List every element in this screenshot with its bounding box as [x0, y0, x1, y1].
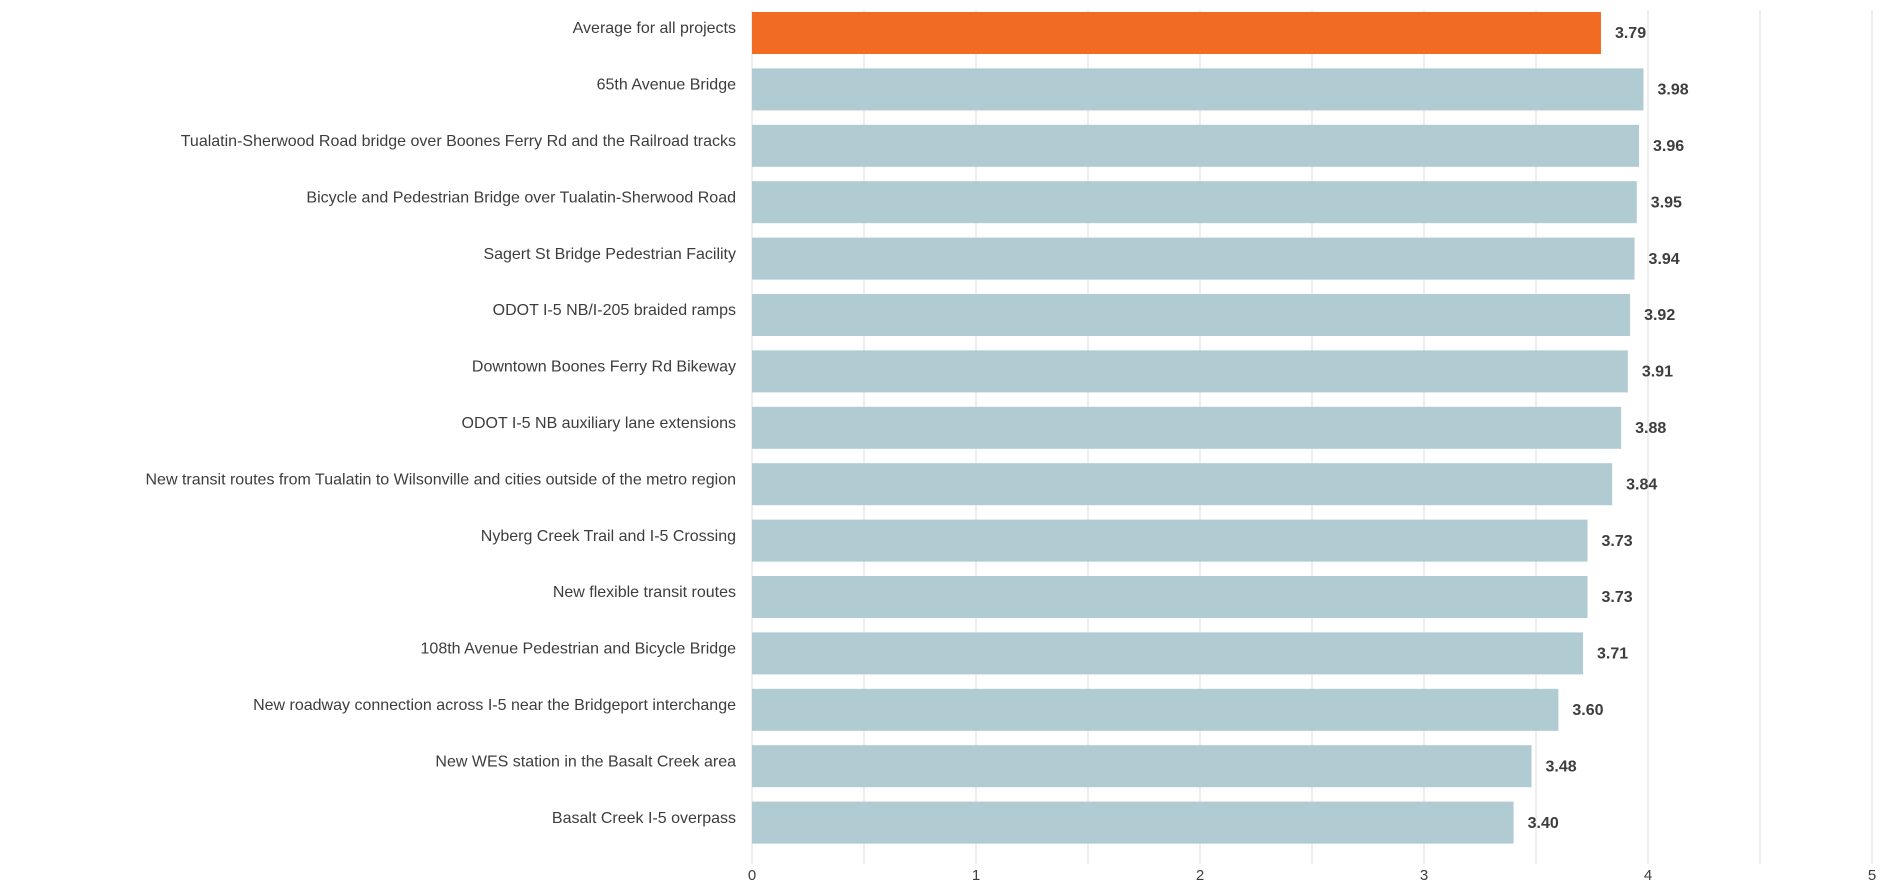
category-label: Bicycle and Pedestrian Bridge over Tuala… — [306, 189, 736, 206]
value-label: 3.73 — [1602, 533, 1633, 550]
category-label: ODOT I-5 NB auxiliary lane extensions — [462, 415, 736, 432]
value-label: 3.92 — [1644, 307, 1675, 324]
category-label: Basalt Creek I-5 overpass — [552, 810, 736, 827]
value-labels: 3.79 3.98 3.96 3.95 3.94 3.92 3.91 3.88 3.84 3.73… — [1528, 25, 1689, 832]
bar — [752, 68, 1644, 111]
value-label: 3.91 — [1642, 364, 1673, 381]
bar — [752, 745, 1532, 788]
bars — [752, 12, 1644, 844]
bar — [752, 463, 1613, 506]
value-label: 3.94 — [1649, 251, 1680, 268]
category-label: Sagert St Bridge Pedestrian Facility — [483, 246, 736, 263]
x-axis-tick-labels: 0 1 2 3 4 5 — [748, 867, 1876, 884]
bar — [752, 124, 1640, 167]
value-label: 3.73 — [1602, 589, 1633, 606]
bar — [752, 801, 1514, 844]
bar — [752, 576, 1588, 618]
bar — [752, 294, 1631, 336]
bar — [752, 519, 1588, 562]
value-label: 3.96 — [1653, 138, 1684, 155]
x-tick-label: 5 — [1868, 867, 1876, 884]
value-label: 3.84 — [1626, 476, 1657, 493]
value-label: 3.88 — [1635, 420, 1666, 437]
value-label: 3.95 — [1651, 194, 1682, 211]
bar — [752, 406, 1622, 449]
x-tick-label: 4 — [1644, 867, 1652, 884]
bar — [752, 632, 1584, 675]
category-label: New roadway connection across I-5 near t… — [253, 697, 736, 714]
bar — [752, 688, 1559, 731]
value-label: 3.40 — [1528, 815, 1559, 832]
value-label: 3.98 — [1658, 82, 1689, 99]
bar — [752, 237, 1635, 280]
category-label: New flexible transit routes — [553, 584, 736, 601]
x-tick-label: 1 — [972, 867, 980, 884]
category-label: 65th Avenue Bridge — [597, 77, 736, 94]
category-labels: Average for all projects 65th Avenue Brid… — [146, 20, 737, 827]
category-label: Nyberg Creek Trail and I-5 Crossing — [481, 528, 736, 545]
x-tick-label: 2 — [1196, 867, 1204, 884]
value-label: 3.79 — [1615, 25, 1646, 42]
category-label: Tualatin-Sherwood Road bridge over Boone… — [181, 133, 736, 150]
category-label: New transit routes from Tualatin to Wils… — [146, 471, 737, 488]
value-label: 3.48 — [1546, 758, 1577, 775]
bar — [752, 181, 1637, 224]
category-label: New WES station in the Basalt Creek area — [435, 753, 736, 770]
bar — [752, 350, 1628, 393]
bar-average — [752, 12, 1601, 54]
category-label: Downtown Boones Ferry Rd Bikeway — [472, 359, 736, 376]
value-label: 3.60 — [1572, 702, 1603, 719]
category-label: ODOT I-5 NB/I-205 braided ramps — [493, 302, 736, 319]
x-tick-label: 0 — [748, 867, 756, 884]
category-label: 108th Avenue Pedestrian and Bicycle Brid… — [421, 641, 737, 658]
category-label: Average for all projects — [573, 20, 736, 37]
x-tick-label: 3 — [1420, 867, 1428, 884]
value-label: 3.71 — [1597, 646, 1628, 663]
